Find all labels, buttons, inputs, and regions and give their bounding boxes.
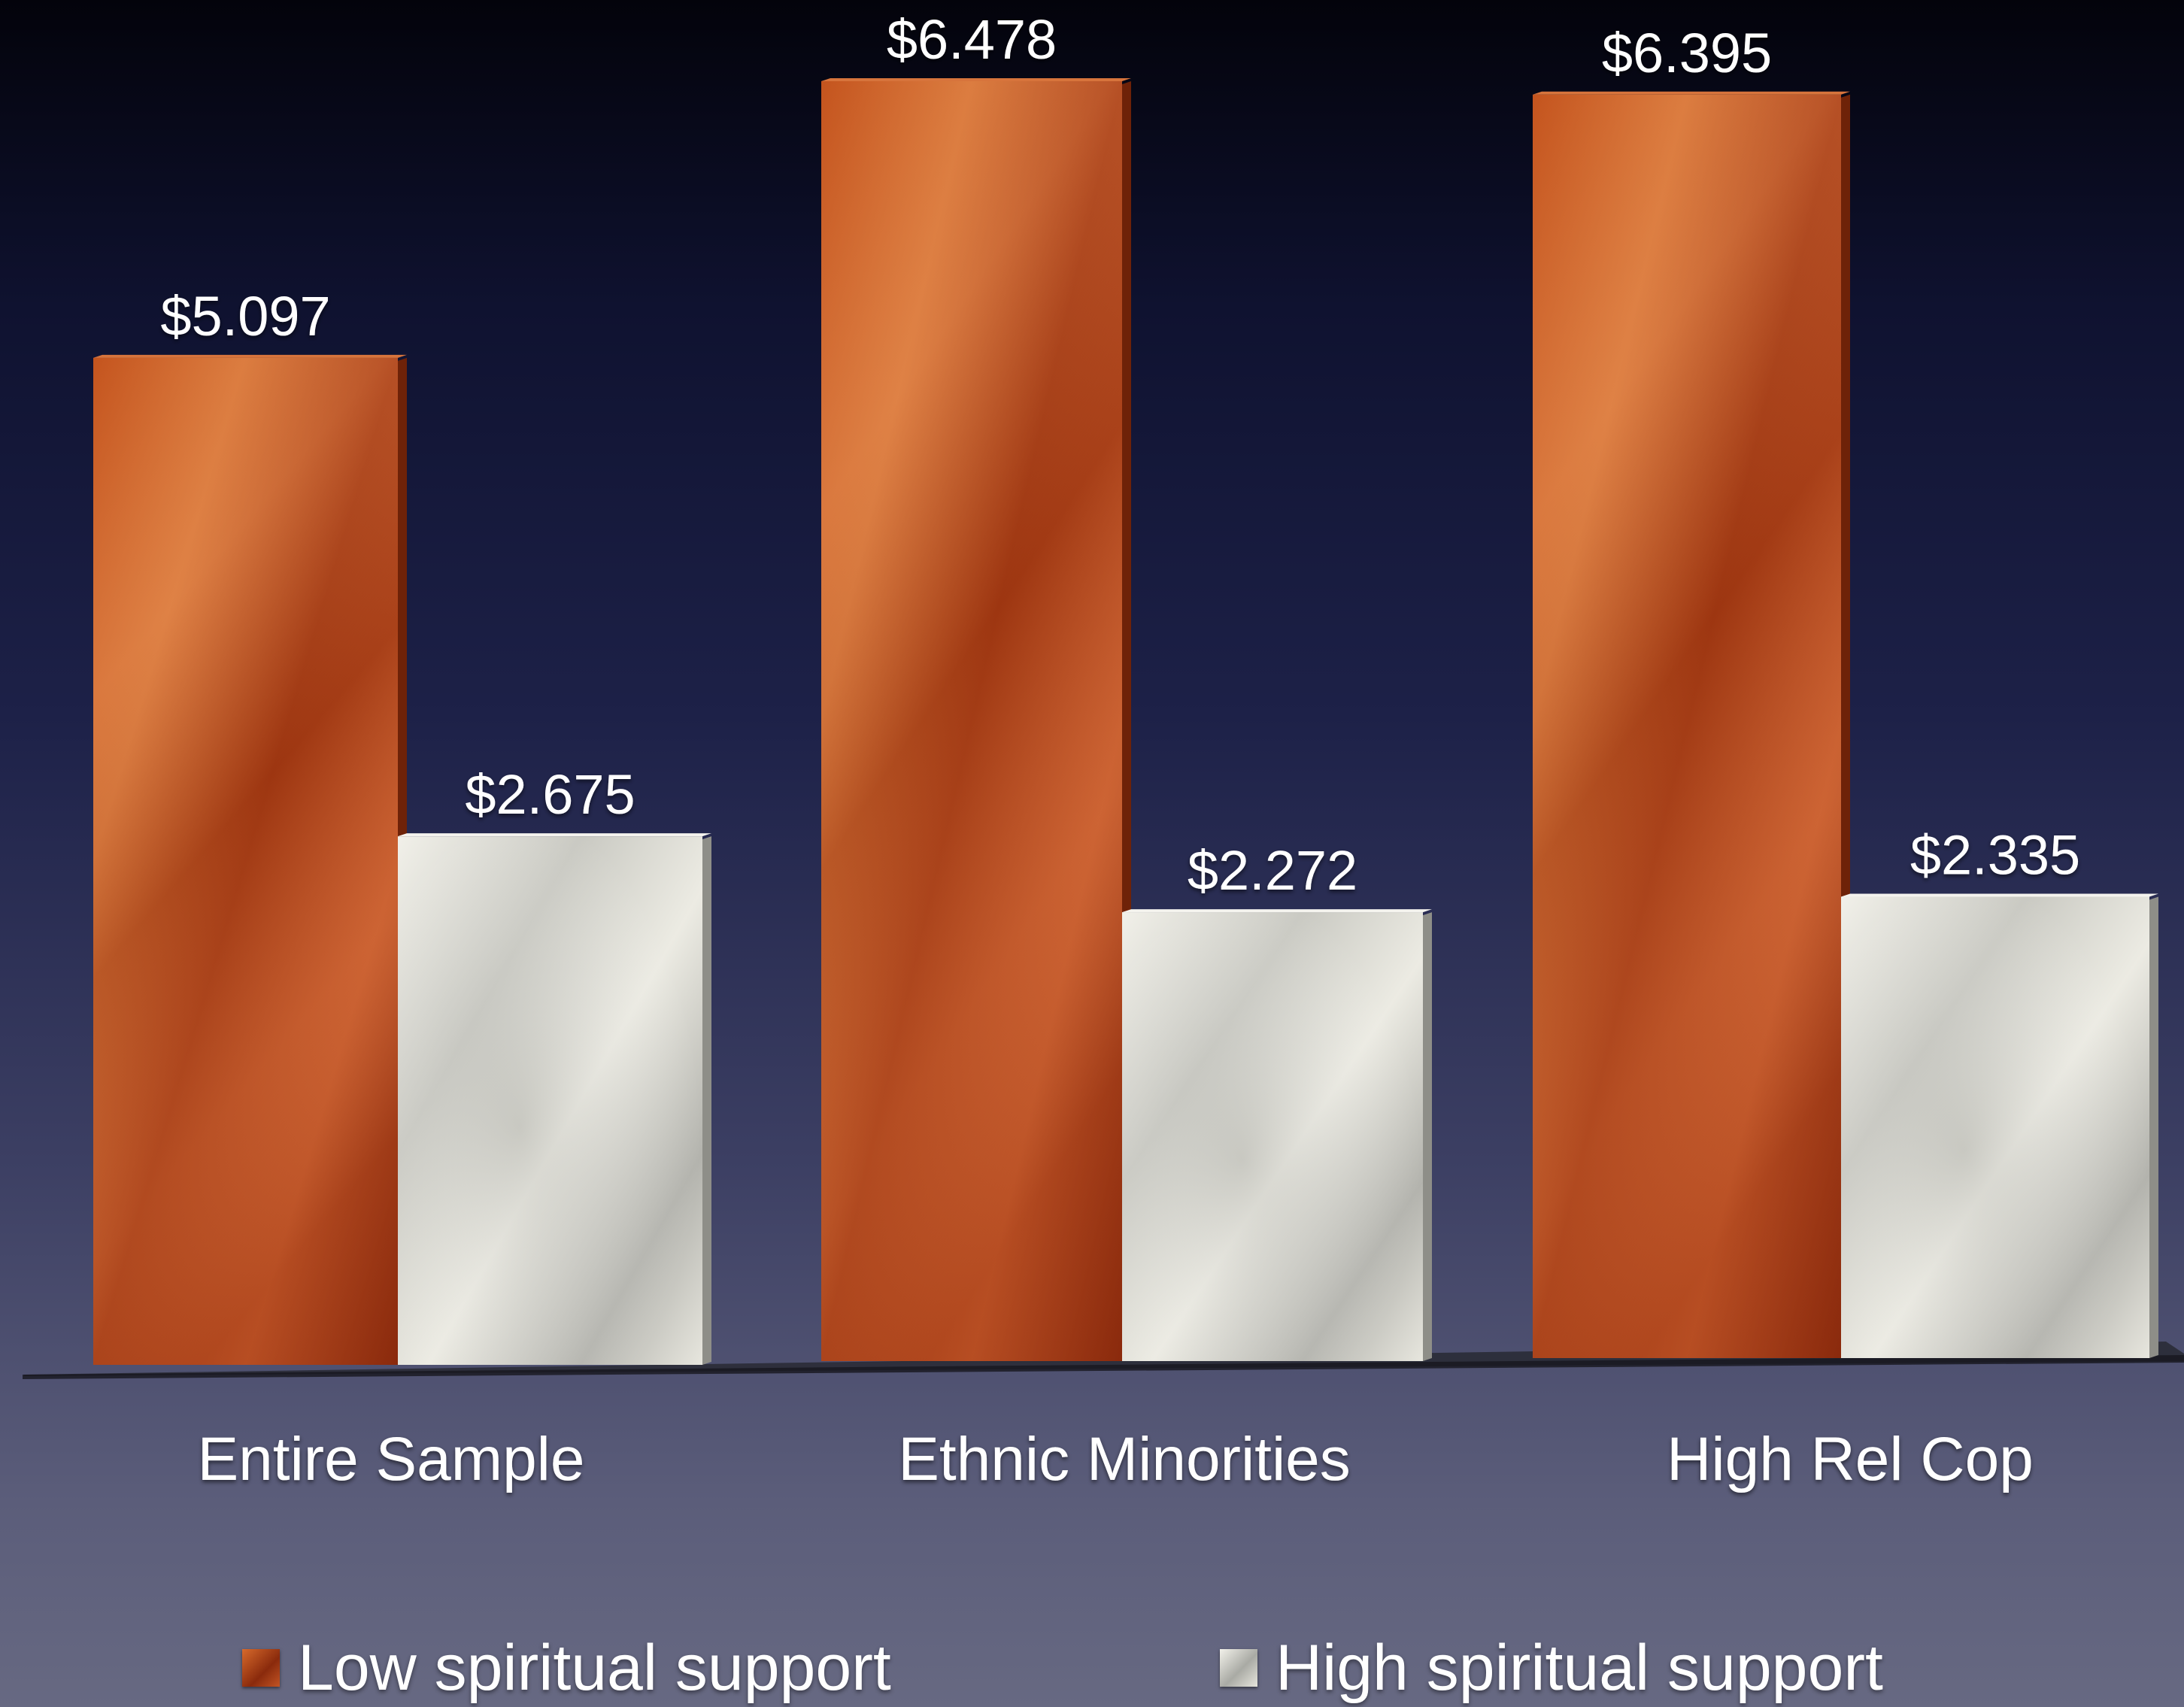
category-label-1: Entire Sample: [197, 1425, 584, 1493]
value-label-low-2: $6.478: [887, 8, 1057, 71]
bar-low-1: [93, 354, 407, 1365]
bar-texture-low-3: [1533, 94, 1841, 1359]
value-label-high-1: $2.675: [465, 763, 635, 826]
bar-top-low-2: [821, 78, 1131, 81]
category-label-3: High Rel Cop: [1667, 1425, 2034, 1493]
bar-top-low-3: [1533, 91, 1850, 95]
bar-side-high-3: [2149, 896, 2158, 1358]
value-label-low-3: $6.395: [1602, 22, 1772, 84]
bar-side-high-1: [702, 836, 711, 1365]
legend-label-low: Low spiritual support: [298, 1631, 891, 1704]
category-label-2: Ethnic Minorities: [898, 1425, 1351, 1493]
value-label-low-1: $5.097: [160, 285, 330, 347]
bar-top-high-1: [398, 833, 711, 837]
legend-swatch-low: [242, 1649, 280, 1687]
bar-texture-high-2: [1122, 912, 1423, 1361]
bar-high-2: [1122, 909, 1432, 1361]
chart-floor-shadow: [23, 1355, 2184, 1379]
legend-swatch-high: [1220, 1649, 1257, 1687]
value-label-high-2: $2.272: [1188, 839, 1357, 902]
legend-item-low: Low spiritual support: [242, 1630, 891, 1705]
bar-texture-high-3: [1841, 896, 2149, 1358]
bar-high-1: [398, 833, 711, 1365]
bar-top-high-2: [1122, 909, 1432, 913]
bar-side-high-2: [1423, 912, 1432, 1361]
bar-top-high-3: [1841, 893, 2158, 897]
legend-label-high: High spiritual support: [1276, 1631, 1883, 1704]
bar-low-3: [1533, 91, 1850, 1359]
bar-top-low-1: [93, 354, 407, 358]
legend: Low spiritual support High spiritual sup…: [0, 1630, 2184, 1705]
bar-texture-low-2: [821, 81, 1122, 1361]
value-label-high-3: $2.335: [1910, 824, 2080, 887]
bar-texture-high-1: [398, 836, 702, 1365]
bar-texture-low-1: [93, 357, 398, 1365]
bar-low-2: [821, 78, 1131, 1361]
legend-item-high: High spiritual support: [1220, 1630, 1883, 1705]
bar-high-3: [1841, 893, 2158, 1358]
